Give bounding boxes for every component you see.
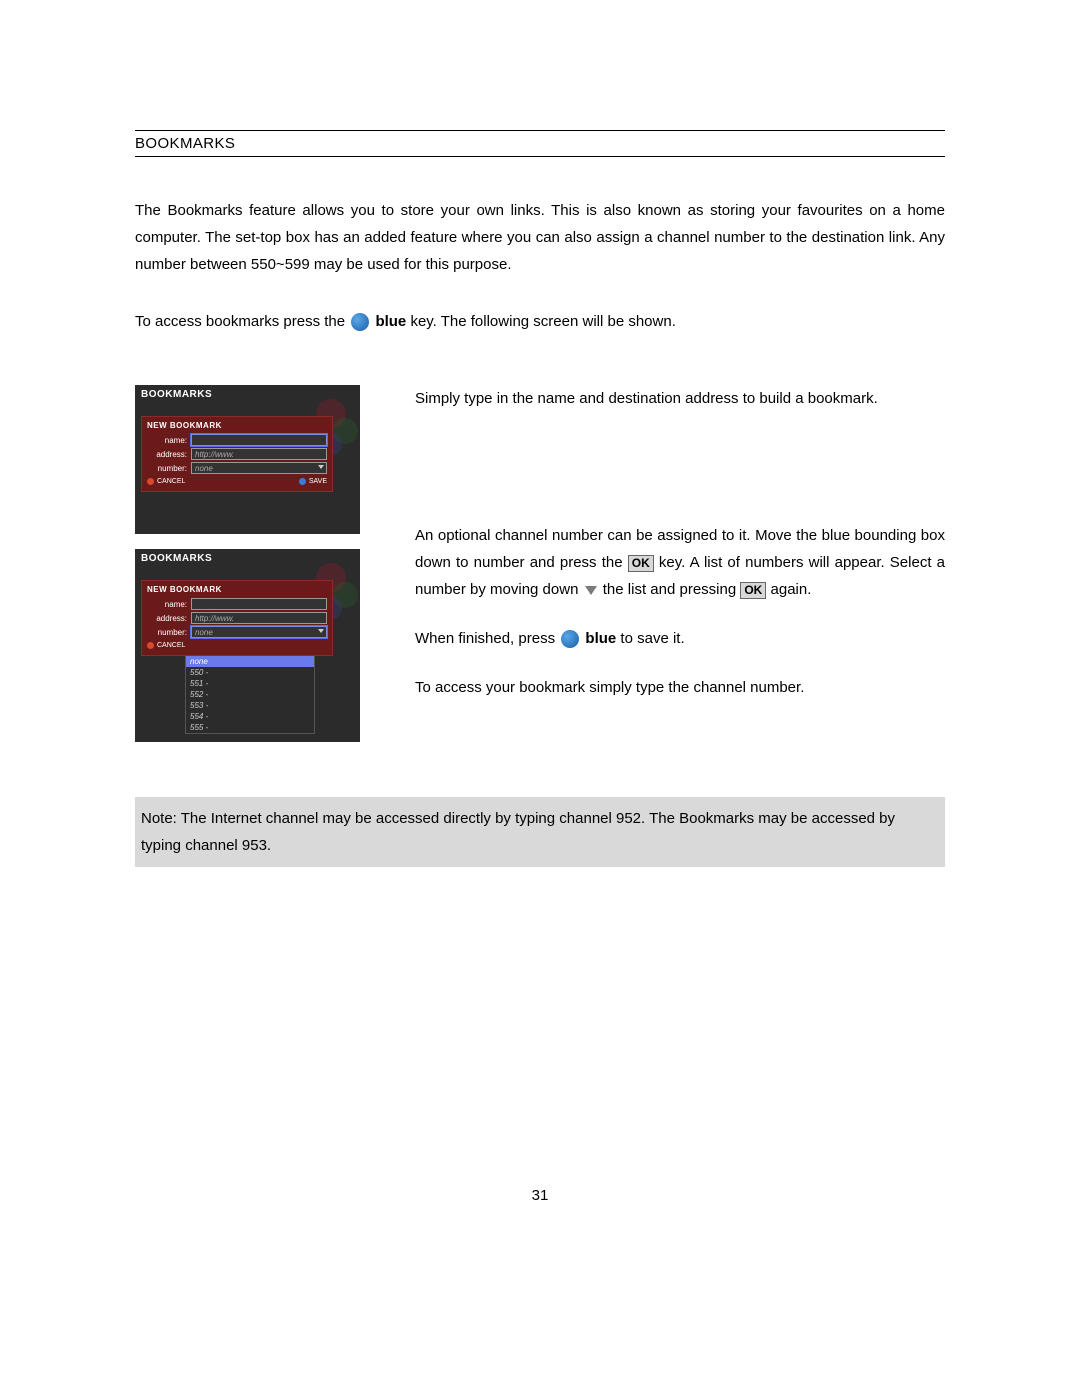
blue-key-icon <box>351 313 369 331</box>
dropdown-option[interactable]: 552 - <box>186 689 314 700</box>
access-text-before: To access bookmarks press the <box>135 313 349 330</box>
dropdown-option[interactable]: none <box>186 656 314 667</box>
number-label: number: <box>147 464 191 473</box>
document-page: BOOKMARKS The Bookmarks feature allows y… <box>0 0 1080 1244</box>
number-dropdown[interactable]: none 550 - 551 - 552 - 553 - 554 - 555 - <box>185 655 315 734</box>
address-label: address: <box>147 450 191 459</box>
address-label: address: <box>147 614 191 623</box>
screenshot-body: NEW BOOKMARK name: address: http://www. … <box>135 568 360 742</box>
note-box: Note: The Internet channel may be access… <box>135 797 945 867</box>
number-label: number: <box>147 628 191 637</box>
content-columns: BOOKMARKS NEW BOOKMARK name: address: <box>135 385 945 757</box>
section-heading: BOOKMARKS <box>135 130 945 157</box>
bookmarks-screenshot-1: BOOKMARKS NEW BOOKMARK name: address: <box>135 385 360 534</box>
number-field[interactable]: none <box>191 626 327 638</box>
red-dot-icon <box>147 478 154 485</box>
address-field[interactable]: http://www. <box>191 612 327 624</box>
instructions-column: Simply type in the name and destination … <box>415 385 945 757</box>
dropdown-option[interactable]: 554 - <box>186 711 314 722</box>
dropdown-option[interactable]: 551 - <box>186 678 314 689</box>
ok-key-icon: OK <box>628 555 654 572</box>
red-dot-icon <box>147 642 154 649</box>
intro-paragraph: The Bookmarks feature allows you to stor… <box>135 197 945 278</box>
blue-key-label: blue <box>375 313 406 330</box>
cancel-button[interactable]: CANCEL <box>147 478 185 485</box>
chevron-down-icon <box>318 629 324 633</box>
instruction-p2: An optional channel number can be assign… <box>415 522 945 603</box>
screenshot-body: NEW BOOKMARK name: address: http://www. … <box>135 404 360 534</box>
dropdown-option[interactable]: 550 - <box>186 667 314 678</box>
instruction-p4: To access your bookmark simply type the … <box>415 674 945 701</box>
save-button[interactable]: SAVE <box>299 478 327 485</box>
blue-key-icon <box>561 630 579 648</box>
screenshots-column: BOOKMARKS NEW BOOKMARK name: address: <box>135 385 385 757</box>
access-instruction: To access bookmarks press the blue key. … <box>135 308 945 335</box>
panel-title: NEW BOOKMARK <box>147 421 327 430</box>
blue-dot-icon <box>299 478 306 485</box>
name-field[interactable] <box>191 434 327 446</box>
name-label: name: <box>147 436 191 445</box>
dropdown-option[interactable]: 555 - <box>186 722 314 733</box>
name-label: name: <box>147 600 191 609</box>
down-arrow-icon <box>585 586 597 595</box>
instruction-p3: When finished, press blue to save it. <box>415 625 945 652</box>
new-bookmark-panel: NEW BOOKMARK name: address: http://www. … <box>141 416 333 492</box>
page-number: 31 <box>135 1187 945 1204</box>
chevron-down-icon <box>318 465 324 469</box>
bookmarks-screenshot-2: BOOKMARKS NEW BOOKMARK name: address: <box>135 549 360 742</box>
ok-key-icon: OK <box>740 582 766 599</box>
number-field[interactable]: none <box>191 462 327 474</box>
name-field[interactable] <box>191 598 327 610</box>
access-text-after: key. The following screen will be shown. <box>410 313 675 330</box>
new-bookmark-panel: NEW BOOKMARK name: address: http://www. … <box>141 580 333 656</box>
panel-title: NEW BOOKMARK <box>147 585 327 594</box>
instruction-p1: Simply type in the name and destination … <box>415 385 945 412</box>
cancel-button[interactable]: CANCEL <box>147 642 185 649</box>
address-field[interactable]: http://www. <box>191 448 327 460</box>
dropdown-option[interactable]: 553 - <box>186 700 314 711</box>
